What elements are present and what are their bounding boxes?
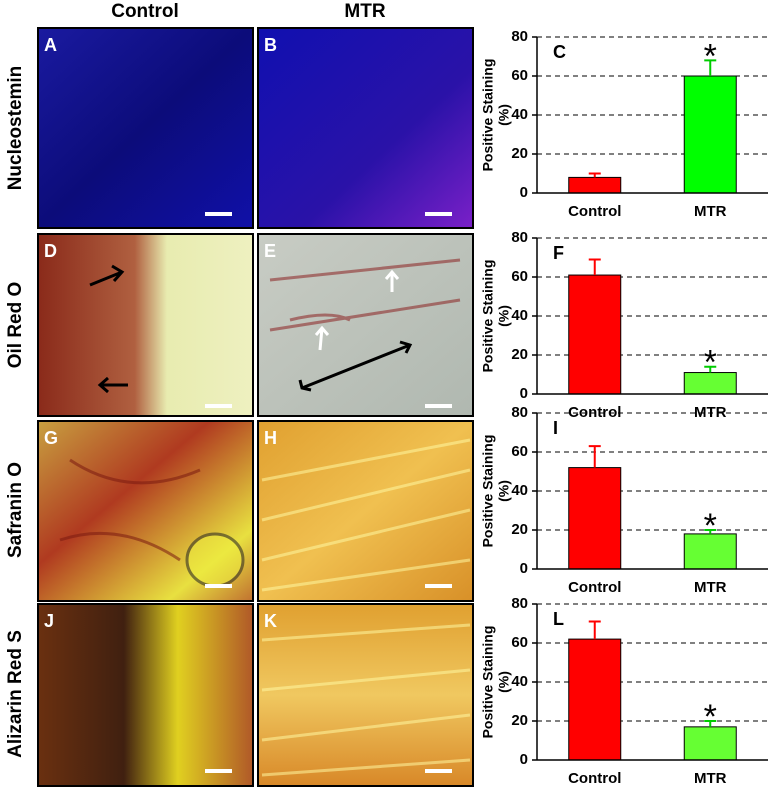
y-tick-label: 40	[511, 307, 528, 324]
arrow	[298, 340, 413, 392]
stain	[59, 458, 201, 562]
panel-letter: H	[264, 428, 277, 448]
micrograph	[37, 27, 254, 229]
arrow	[314, 325, 330, 351]
micrograph	[257, 27, 474, 229]
y-axis-unit: (%)	[496, 104, 512, 126]
bar	[683, 75, 737, 194]
bar	[568, 638, 622, 761]
x-tick-label: MTR	[694, 203, 727, 220]
y-tick-label: 40	[511, 106, 528, 123]
panel-letter: G	[44, 428, 58, 448]
y-tick-label: 20	[511, 712, 528, 729]
error-bar	[588, 445, 601, 468]
x-tick-label: Control	[568, 203, 621, 220]
y-tick-label: 20	[511, 521, 528, 538]
bar	[683, 726, 737, 761]
significance-mark: *	[704, 37, 717, 75]
bar	[683, 533, 737, 570]
y-tick-label: 0	[520, 184, 528, 201]
bar	[568, 176, 622, 194]
y-tick-label: 80	[511, 28, 528, 45]
panel-letter: D	[44, 241, 57, 261]
y-tick-label: 40	[511, 482, 528, 499]
bar	[568, 274, 622, 395]
significance-mark: *	[704, 344, 717, 382]
micrograph	[37, 603, 254, 787]
y-axis-label: Positive Staining	[480, 59, 496, 172]
micrograph	[257, 603, 474, 787]
y-tick-label: 0	[520, 385, 528, 402]
row-label: Safranin O	[5, 462, 26, 558]
fiber	[261, 623, 471, 777]
micrographs	[37, 27, 474, 787]
error-bar	[704, 720, 717, 727]
error-bar	[588, 620, 601, 640]
row-label: Oil Red O	[5, 282, 26, 369]
panel-letter: B	[264, 35, 277, 55]
error-bar	[588, 258, 601, 276]
fiber	[261, 438, 471, 592]
panel-letter: A	[44, 35, 57, 55]
column-header: MTR	[344, 1, 385, 22]
x-tick-label: MTR	[694, 404, 727, 421]
x-tick-label: Control	[568, 770, 621, 787]
y-tick-label: 60	[511, 268, 528, 285]
y-tick-label: 80	[511, 595, 528, 612]
x-tick-label: MTR	[694, 579, 727, 596]
micrograph	[37, 233, 254, 417]
error-bar	[704, 365, 717, 373]
arrows	[89, 264, 413, 394]
row-label: Alizarin Red S	[5, 630, 26, 758]
y-axis-unit: (%)	[496, 671, 512, 693]
panel-letter: K	[264, 611, 277, 631]
scale-bars	[205, 212, 452, 773]
y-tick-label: 0	[520, 560, 528, 577]
arrow	[97, 376, 128, 394]
y-axis-label: Positive Staining	[480, 435, 496, 548]
panel-letter: C	[553, 42, 566, 62]
error-bar	[704, 529, 717, 534]
y-tick-label: 20	[511, 145, 528, 162]
y-tick-label: 80	[511, 404, 528, 421]
vacuole	[185, 532, 245, 588]
x-tick-label: MTR	[694, 770, 727, 787]
arrow	[89, 264, 125, 287]
y-axis-unit: (%)	[496, 305, 512, 327]
error-bar	[588, 172, 601, 178]
significance-mark: *	[704, 698, 717, 736]
x-tick-label: Control	[568, 579, 621, 596]
significance-mark: *	[704, 507, 717, 545]
panel-letter: J	[44, 611, 54, 631]
panel-letter: E	[264, 241, 276, 261]
y-axis-unit: (%)	[496, 480, 512, 502]
panel-letter: I	[553, 418, 558, 438]
stain	[269, 258, 461, 332]
y-axis-label: Positive Staining	[480, 260, 496, 373]
y-tick-label: 60	[511, 443, 528, 460]
column-header: Control	[111, 1, 179, 22]
y-tick-label: 60	[511, 634, 528, 651]
panel-letter: F	[553, 243, 564, 263]
bar	[568, 467, 622, 570]
error-bar	[704, 59, 717, 76]
y-tick-label: 20	[511, 346, 528, 363]
x-tick-label: Control	[568, 404, 621, 421]
arrow	[384, 269, 400, 292]
texture	[59, 258, 471, 777]
y-tick-label: 40	[511, 673, 528, 690]
y-tick-label: 80	[511, 229, 528, 246]
y-tick-label: 0	[520, 751, 528, 768]
row-label: Nucleostemin	[5, 66, 26, 191]
y-tick-label: 60	[511, 67, 528, 84]
y-axis-label: Positive Staining	[480, 626, 496, 739]
panel-letter: L	[553, 609, 564, 629]
